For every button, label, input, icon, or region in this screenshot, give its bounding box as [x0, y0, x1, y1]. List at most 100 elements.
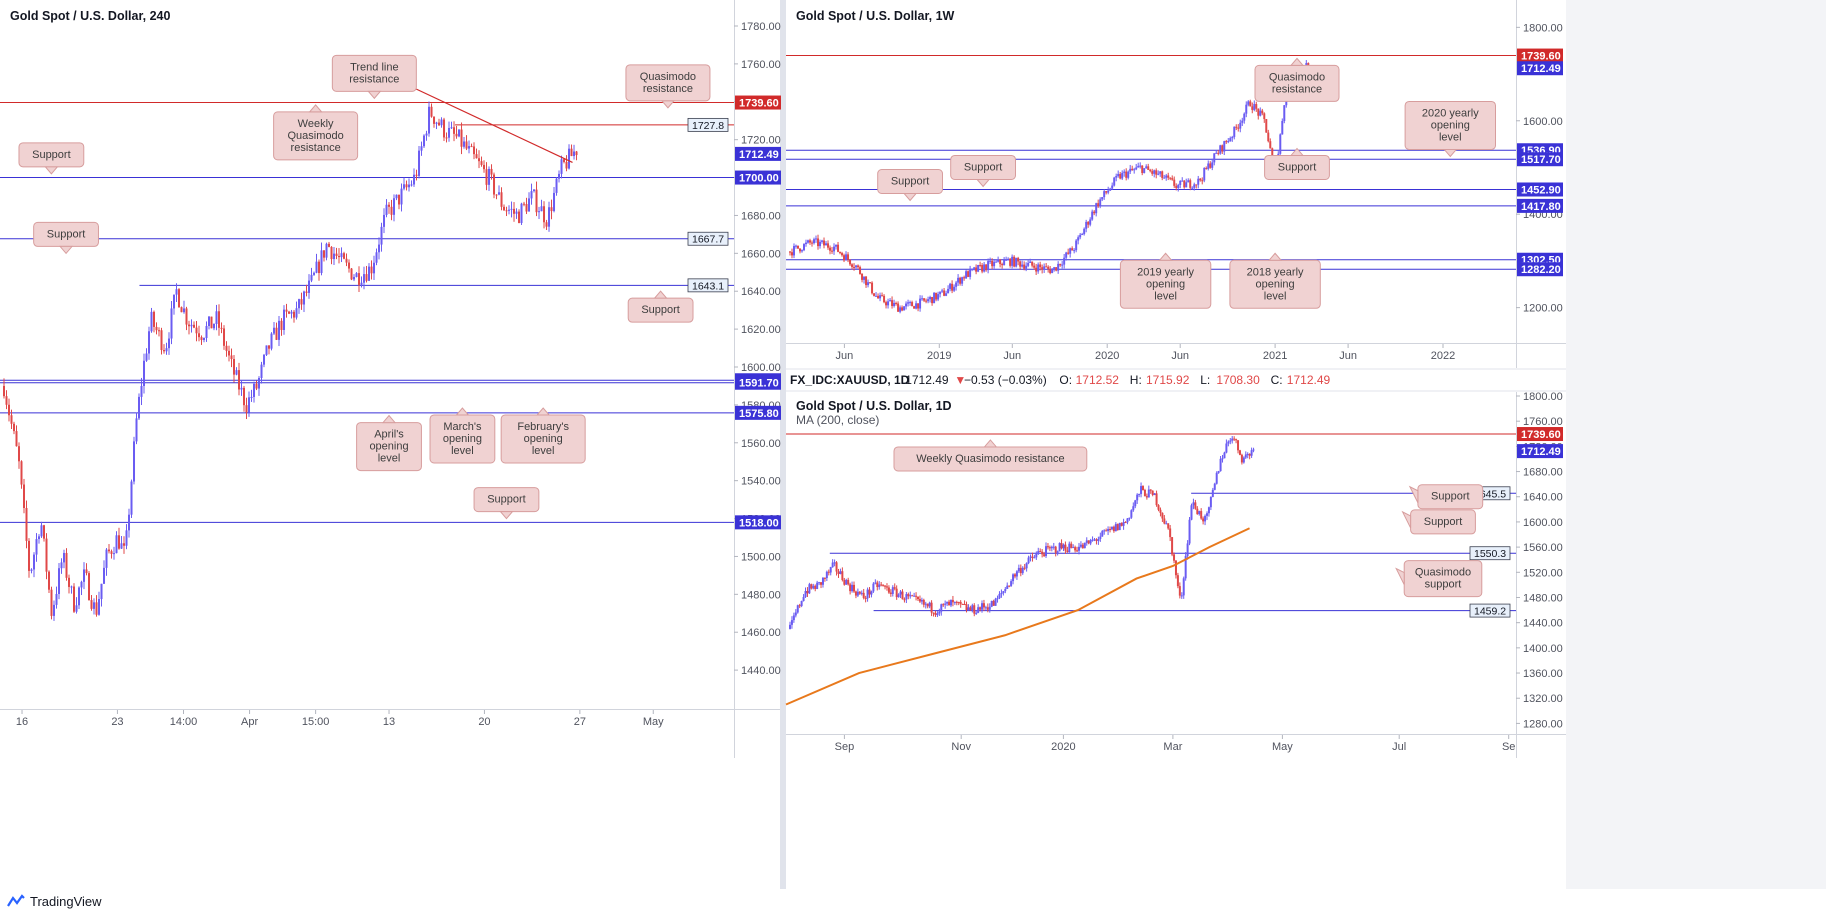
y-tick-label: 1440.00 — [1523, 618, 1563, 630]
tradingview-logo[interactable]: TradingView — [4, 894, 102, 909]
candle-body — [375, 252, 378, 263]
candle-body — [110, 551, 113, 554]
candle-body — [789, 251, 791, 253]
chart-h4[interactable]: 1780.001760.001740.001720.001700.001680.… — [0, 0, 781, 758]
callout[interactable]: Support — [1408, 484, 1484, 510]
callout[interactable]: Weekly Quasimodo resistance — [893, 439, 1088, 472]
candle-body — [992, 600, 995, 606]
candle-body — [999, 259, 1002, 265]
candle-body — [1115, 176, 1118, 178]
candle-body — [1029, 556, 1032, 558]
candle-body — [280, 320, 283, 330]
callout[interactable]: Support — [473, 487, 540, 520]
candle-body — [982, 603, 985, 608]
candle-body — [795, 245, 798, 247]
candle-body — [1052, 546, 1055, 548]
candle-body — [1051, 269, 1054, 274]
candle-body — [953, 601, 956, 603]
candle-body — [794, 612, 797, 616]
candle-body — [928, 602, 931, 607]
chart-stage[interactable]: 1780.001760.001740.001720.001700.001680.… — [0, 0, 1826, 889]
candle-body — [821, 577, 824, 585]
candle-body — [1265, 119, 1268, 133]
candle-body — [1153, 170, 1156, 174]
candle-body — [1009, 258, 1012, 266]
candle-body — [945, 293, 948, 296]
candle-body — [298, 299, 301, 309]
candle-body — [245, 405, 248, 413]
callout[interactable]: Support — [627, 290, 694, 323]
callout-text: Support — [487, 494, 526, 506]
callout-text: April's — [374, 429, 404, 441]
candle-body — [1185, 182, 1188, 188]
candle-body — [899, 307, 902, 312]
candle-body — [1076, 550, 1079, 552]
candle-body — [839, 571, 842, 574]
candle-body — [1151, 490, 1154, 495]
callout[interactable]: Support — [1264, 147, 1330, 180]
callout[interactable]: Support — [877, 169, 943, 202]
candle-body — [793, 246, 796, 256]
callout[interactable]: Support — [33, 221, 99, 255]
candle-body — [792, 615, 795, 621]
candle-body — [1180, 595, 1183, 597]
candle-body — [1191, 187, 1194, 189]
candle-body — [1061, 264, 1064, 266]
candle-body — [1037, 264, 1040, 272]
candle-body — [130, 481, 133, 515]
callout-pointer — [58, 245, 74, 255]
callout[interactable]: Support — [950, 154, 1016, 188]
callout[interactable]: Support — [18, 142, 85, 175]
candle-body — [1202, 518, 1205, 522]
candle-body — [383, 214, 386, 227]
candle-body — [238, 370, 241, 390]
candle-body — [345, 258, 348, 263]
candle-body — [1085, 540, 1088, 543]
callout-pointer — [455, 407, 470, 416]
candle-body — [563, 159, 566, 162]
candle-body — [175, 289, 178, 295]
candle-body — [829, 567, 832, 573]
candle-body — [942, 604, 945, 606]
x-tick-label: Sep — [835, 741, 855, 753]
candle-body — [1031, 556, 1034, 558]
candle-body — [805, 242, 808, 245]
candle-body — [1153, 493, 1156, 495]
candle-body — [1039, 551, 1042, 553]
candle-body — [905, 594, 908, 600]
callout-text: Support — [1278, 161, 1317, 173]
candle-body — [458, 129, 461, 137]
x-tick-label: Nov — [951, 741, 971, 753]
candle-body — [843, 579, 846, 585]
candle-body — [133, 441, 136, 482]
chart-d1[interactable]: 1800.001760.001720.001680.001640.001600.… — [785, 391, 1566, 758]
candle-body — [1159, 509, 1162, 513]
candle-body — [820, 582, 823, 585]
candle-body — [1067, 252, 1070, 254]
candle-body — [932, 612, 935, 614]
candle-body — [73, 586, 76, 612]
candle-body — [1235, 439, 1238, 441]
candle-body — [1231, 136, 1234, 139]
candle-body — [1227, 441, 1230, 444]
y-tick-label: 1680.00 — [741, 210, 781, 222]
candle-body — [278, 320, 281, 340]
candle-body — [1045, 266, 1048, 268]
candle-body — [1050, 546, 1053, 549]
callout-text: resistance — [291, 142, 341, 154]
callout[interactable]: Support — [1401, 509, 1476, 535]
ohlc-field: 1715.92 — [1146, 373, 1190, 387]
candle-body — [1029, 261, 1032, 263]
